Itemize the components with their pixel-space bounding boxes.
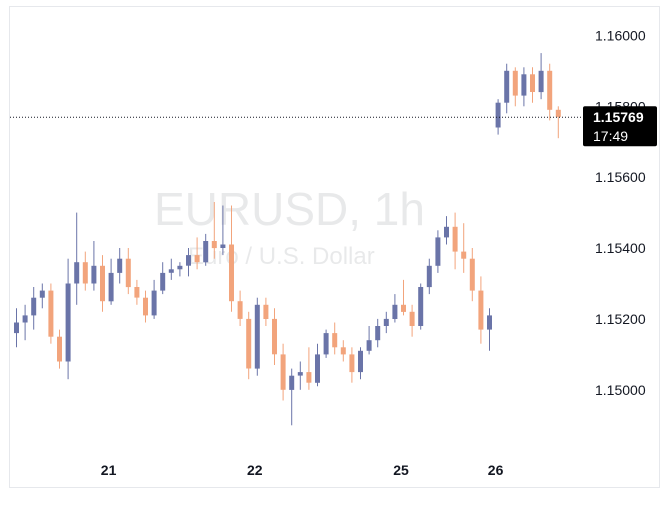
y-tick-label: 1.16000 <box>595 27 646 43</box>
candle-up <box>435 237 441 266</box>
candle-down <box>547 70 553 110</box>
watermark-title: EURUSD, 1h <box>154 183 425 235</box>
candle-down <box>349 354 355 373</box>
candle-up <box>315 354 320 383</box>
chart-frame: EURUSD, 1h Euro / U.S. Dollar 1.16000 1.1… <box>9 6 660 488</box>
candle-down <box>332 333 338 348</box>
candle-up <box>418 287 424 326</box>
y-tick-label: 1.15000 <box>595 382 646 398</box>
candle-down <box>555 109 561 117</box>
candle-up <box>14 322 19 334</box>
candle-down <box>280 354 286 390</box>
candle-up <box>22 315 28 323</box>
candle-down <box>125 258 131 288</box>
candle-up <box>117 258 123 273</box>
candle-up <box>151 290 157 316</box>
candle-up <box>444 226 449 238</box>
candle-up <box>289 375 295 390</box>
candle-up <box>487 315 492 330</box>
candle-down <box>134 287 140 298</box>
y-tick-label: 1.15200 <box>595 311 646 327</box>
candle-up <box>254 304 260 369</box>
candle-down <box>263 304 269 319</box>
candle-up <box>521 74 527 96</box>
x-axis: 21 22 25 26 <box>101 462 504 478</box>
candle-down <box>82 262 88 284</box>
candle-down <box>530 74 535 92</box>
candle-up <box>504 70 510 103</box>
candle-down <box>452 226 458 252</box>
candle-up <box>108 272 114 302</box>
price-label-bg <box>583 106 657 147</box>
candle-up <box>220 244 226 248</box>
candle-up <box>39 290 45 298</box>
candle-up <box>358 350 363 373</box>
candle-down <box>246 318 252 369</box>
candle-up <box>65 283 71 362</box>
x-tick-label: 26 <box>488 462 504 478</box>
candle-down <box>211 241 217 249</box>
x-tick-label: 22 <box>247 462 263 478</box>
candle-up <box>366 340 372 351</box>
candle-down <box>48 290 54 337</box>
candle-up <box>538 70 544 93</box>
candle-down <box>229 244 234 302</box>
watermark-subtitle: Euro / U.S. Dollar <box>188 243 375 270</box>
x-tick-label: 21 <box>101 462 117 478</box>
x-tick-label: 25 <box>393 462 409 478</box>
candle-down <box>100 265 105 302</box>
candle-up <box>203 241 209 263</box>
candle-down <box>143 297 148 316</box>
current-price-value: 1.15769 <box>593 109 644 125</box>
candle-up <box>177 265 183 270</box>
candle-up <box>323 333 329 355</box>
candle-down <box>512 70 518 96</box>
countdown-timer: 17:49 <box>593 128 628 144</box>
candle-up <box>297 372 303 376</box>
candle-down <box>272 318 277 355</box>
candle-down <box>340 347 346 355</box>
candle-down <box>478 290 484 330</box>
candle-down <box>409 311 415 326</box>
candle-up <box>495 102 501 128</box>
current-price-label: 1.15769 17:49 <box>583 106 657 147</box>
candle-up <box>160 272 166 291</box>
watermark: EURUSD, 1h Euro / U.S. Dollar <box>154 183 425 270</box>
candle-up <box>426 265 432 288</box>
candle-up <box>186 255 191 266</box>
candle-down <box>469 258 475 291</box>
candle-up <box>375 326 381 341</box>
candle-down <box>306 372 312 383</box>
candle-down <box>237 301 243 319</box>
candle-down <box>461 251 467 259</box>
candle-up <box>392 304 398 319</box>
y-axis: 1.160001.158001.156001.154001.152001.150… <box>595 27 646 397</box>
y-tick-label: 1.15600 <box>595 169 646 185</box>
candlestick-chart[interactable]: EURUSD, 1h Euro / U.S. Dollar 1.16000 1.1… <box>10 7 661 489</box>
candle-up <box>31 297 37 316</box>
candle-down <box>57 336 62 362</box>
candle-up <box>74 262 80 284</box>
candle-up <box>168 269 174 273</box>
candle-up <box>383 318 389 326</box>
candles <box>14 53 561 426</box>
candle-down <box>194 255 200 263</box>
candle-down <box>401 304 406 312</box>
candle-up <box>91 265 97 284</box>
y-tick-label: 1.15400 <box>595 240 646 256</box>
